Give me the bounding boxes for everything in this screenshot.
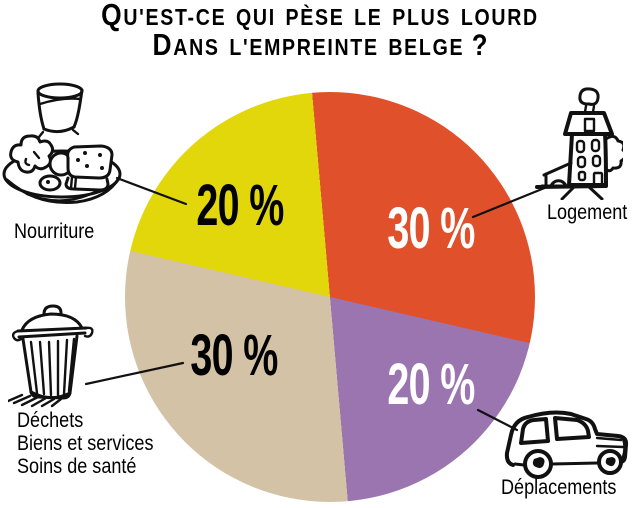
trash-can-icon [8,300,104,408]
label-logement: Logement [547,201,628,224]
house-icon [515,82,623,200]
pie-chart [125,92,535,502]
food-icon [2,82,134,214]
label-dechets-line-3: Soins de santé [17,455,137,478]
label-dechets-line-2: Biens et services [17,432,154,455]
car-icon [498,402,630,484]
chart-title-line-2: dans l'empreinte belge? [152,27,488,62]
chart-title-line-1: Qu'est-ce qui pèse le plus lourd [101,0,539,32]
question-mark: ? [471,29,488,62]
label-dechets-line-1: Déchets [17,409,84,432]
slice-label-nourriture: 20 % [196,173,284,238]
label-dechets: Déchets Biens et services Soins de santé [17,409,154,478]
slice-label-deplacements: 20 % [387,352,475,417]
label-deplacements: Déplacements [501,476,617,499]
label-nourriture: Nourriture [14,220,95,243]
slice-label-logement: 30 % [387,196,475,261]
slice-label-dechets: 30 % [190,323,278,388]
chart-title: Qu'est-ce qui pèse le plus lourd dans l'… [0,1,640,61]
